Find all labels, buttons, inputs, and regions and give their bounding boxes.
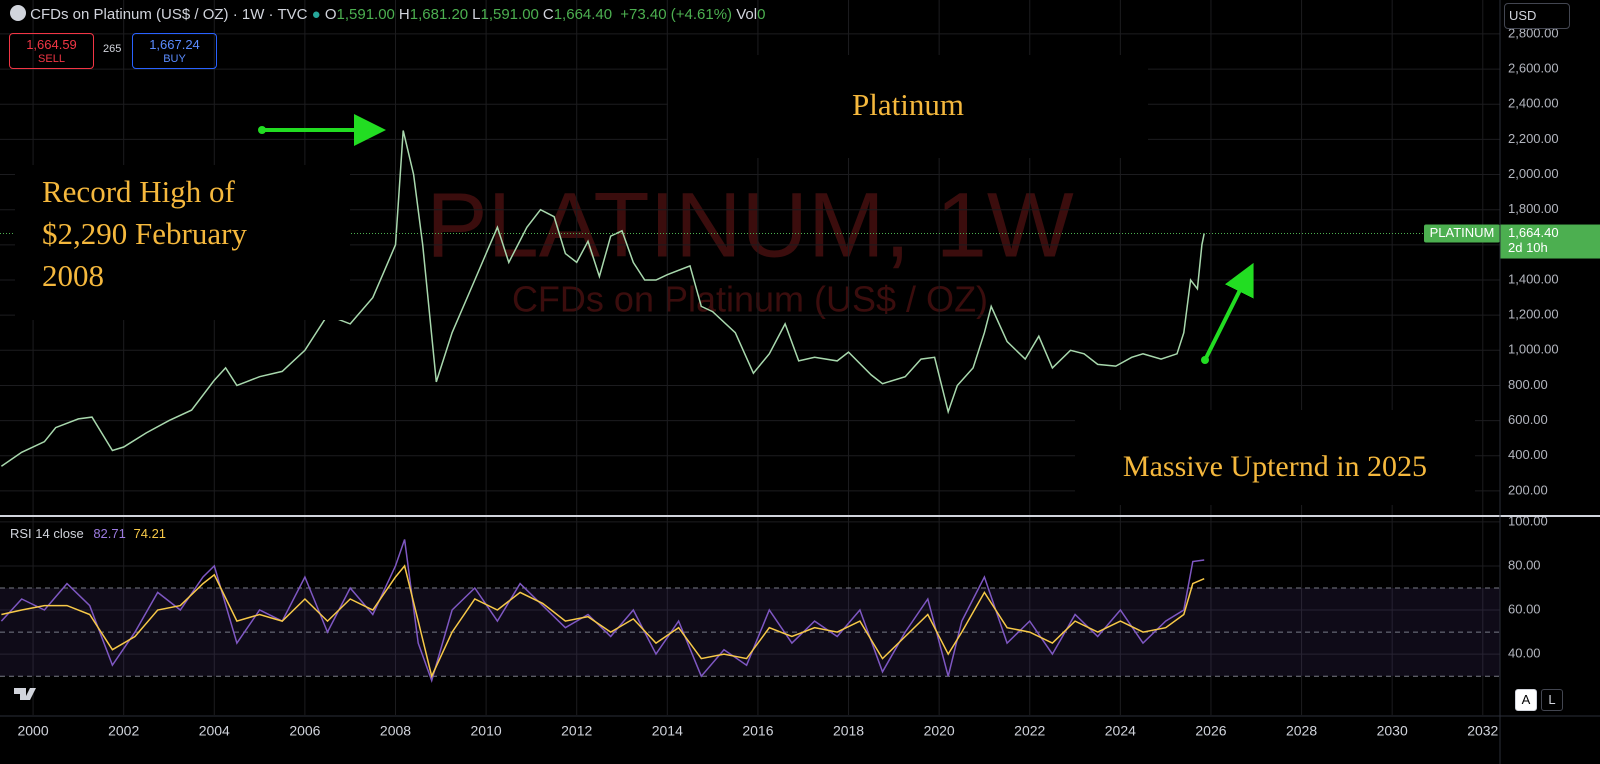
rsi-legend: RSI 14 close 82.71 74.21 (10, 526, 166, 541)
ohlc-value: 1,664.40 (553, 6, 613, 23)
y-tick-label: 2,600.00 (1508, 61, 1559, 76)
annotation-box: Record High of $2,290 February 2008 (15, 165, 350, 320)
x-tick-label: 2016 (742, 723, 773, 739)
annotation: Massive Upternd in 2025 (1122, 450, 1428, 483)
annotation-box: Massive Upternd in 2025 (1075, 410, 1475, 505)
y-tick-label: 400.00 (1508, 447, 1548, 462)
rsi-value: 82.71 (93, 526, 126, 541)
symbol-name[interactable]: CFDs on Platinum (US$ / OZ) · 1W · TVC (30, 6, 308, 23)
ohlc-key: H (398, 6, 410, 23)
sell-label: SELL (38, 53, 65, 65)
y-tick-label: 800.00 (1508, 377, 1548, 392)
x-tick-label: 2000 (17, 723, 48, 739)
series-line (1, 564, 1205, 679)
x-tick-label: 2018 (833, 723, 864, 739)
last-price-name: PLATINUM (1430, 225, 1495, 240)
spread: 265 (103, 43, 122, 55)
watermark-subtitle: CFDs on Platinum (US$ / OZ) (512, 279, 988, 320)
y-tick-label: 2,000.00 (1508, 166, 1559, 181)
x-tick-label: 2006 (289, 723, 320, 739)
x-tick-label: 2028 (1286, 723, 1317, 739)
y-tick-label: 100.00 (1508, 513, 1548, 528)
y-tick-label: 600.00 (1508, 412, 1548, 427)
x-tick-label: 2030 (1377, 723, 1408, 739)
y-tick-label: 2,400.00 (1508, 96, 1559, 111)
x-tick-label: 2022 (1014, 723, 1045, 739)
y-tick-label: 40.00 (1508, 646, 1541, 661)
log-scale-button[interactable]: L (1541, 689, 1563, 711)
ohlc: O1,591.00 H1,681.20 L1,591.00 C1,664.40 (325, 6, 616, 23)
buy-button[interactable]: 1,667.24 BUY (132, 33, 217, 69)
volume-key: Vol (736, 6, 758, 23)
y-tick-label: 80.00 (1508, 557, 1541, 572)
ohlc-key: L (472, 6, 481, 23)
last-price-box (1500, 224, 1600, 259)
ohlc-key: C (542, 6, 554, 23)
series-line (0, 539, 1205, 684)
currency-selector[interactable]: USD (1504, 3, 1570, 29)
y-tick-label: 1,200.00 (1508, 307, 1559, 322)
y-tick-label: 1,800.00 (1508, 201, 1559, 216)
symbol-icon (10, 5, 26, 21)
y-tick-label: 200.00 (1508, 482, 1548, 497)
y-tick-label: 2,800.00 (1508, 25, 1559, 40)
annotation: Record High of $2,290 February 2008 (42, 174, 247, 293)
x-tick-label: 2002 (108, 723, 139, 739)
last-price-name-box (1424, 224, 1500, 243)
status-dot: ● (311, 6, 321, 23)
series-line (0, 130, 1205, 467)
sell-price: 1,664.59 (26, 37, 77, 52)
x-tick-label: 2026 (1195, 723, 1226, 739)
x-tick-label: 2008 (380, 723, 411, 739)
change: +73.40 (+4.61%) (620, 6, 733, 23)
x-tick-label: 2014 (652, 723, 683, 739)
x-tick-label: 2010 (471, 723, 502, 739)
buy-label: BUY (163, 53, 186, 65)
x-tick-label: 2012 (561, 723, 592, 739)
volume: 0 (757, 6, 766, 23)
x-tick-label: 2032 (1467, 723, 1498, 739)
chart-title: Platinum (852, 87, 964, 122)
watermark: PLATINUM, 1W (426, 174, 1074, 276)
last-price-label: 1,664.40 (1508, 225, 1559, 240)
ohlc-value: 1,681.20 (409, 6, 469, 23)
buy-price: 1,667.24 (149, 37, 200, 52)
y-tick-label: 60.00 (1508, 601, 1541, 616)
y-tick-label: 1,000.00 (1508, 342, 1559, 357)
ohlc-key: O (324, 6, 337, 23)
countdown: 2d 10h (1508, 240, 1548, 255)
y-tick-label: 1,400.00 (1508, 271, 1559, 286)
sell-button[interactable]: 1,664.59 SELL (9, 33, 94, 69)
ohlc-value: 1,591.00 (336, 6, 395, 23)
title-box: Platinum (668, 55, 1148, 158)
rsi-ma-value: 74.21 (133, 526, 167, 541)
ohlc-value: 1,591.00 (480, 6, 539, 23)
x-tick-label: 2020 (924, 723, 955, 739)
rsi-title: RSI 14 close (10, 526, 84, 541)
symbol-header: CFDs on Platinum (US$ / OZ) · 1W · TVC ●… (10, 5, 765, 23)
auto-scale-button[interactable]: A (1515, 689, 1537, 711)
y-tick-label: 2,200.00 (1508, 131, 1559, 146)
x-tick-label: 2024 (1105, 723, 1136, 739)
x-tick-label: 2004 (199, 723, 230, 739)
